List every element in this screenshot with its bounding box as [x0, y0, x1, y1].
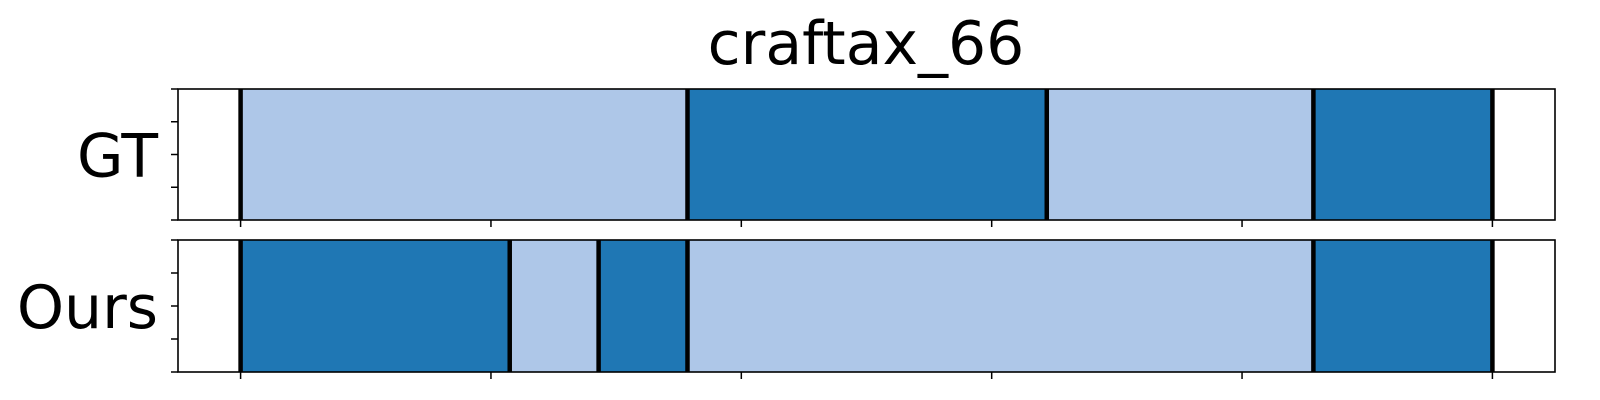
row-label-ours: Ours: [17, 273, 158, 343]
segment-ours-2: [598, 240, 688, 372]
row-gt: GT: [77, 88, 1556, 227]
segment-gt-3: [1313, 89, 1493, 220]
segment-gt-1: [687, 89, 1047, 220]
segment-ours-1: [509, 240, 599, 372]
row-ours: Ours: [17, 239, 1556, 379]
segment-gt-0: [240, 89, 688, 220]
row-label-gt: GT: [77, 122, 158, 192]
rows-layer: GT Ours: [17, 88, 1556, 379]
chart-title: craftax_66: [708, 9, 1025, 79]
segment-ours-4: [1313, 240, 1493, 372]
segment-ours-3: [687, 240, 1314, 372]
segment-ours-0: [240, 240, 510, 372]
segment-gt-2: [1046, 89, 1314, 220]
